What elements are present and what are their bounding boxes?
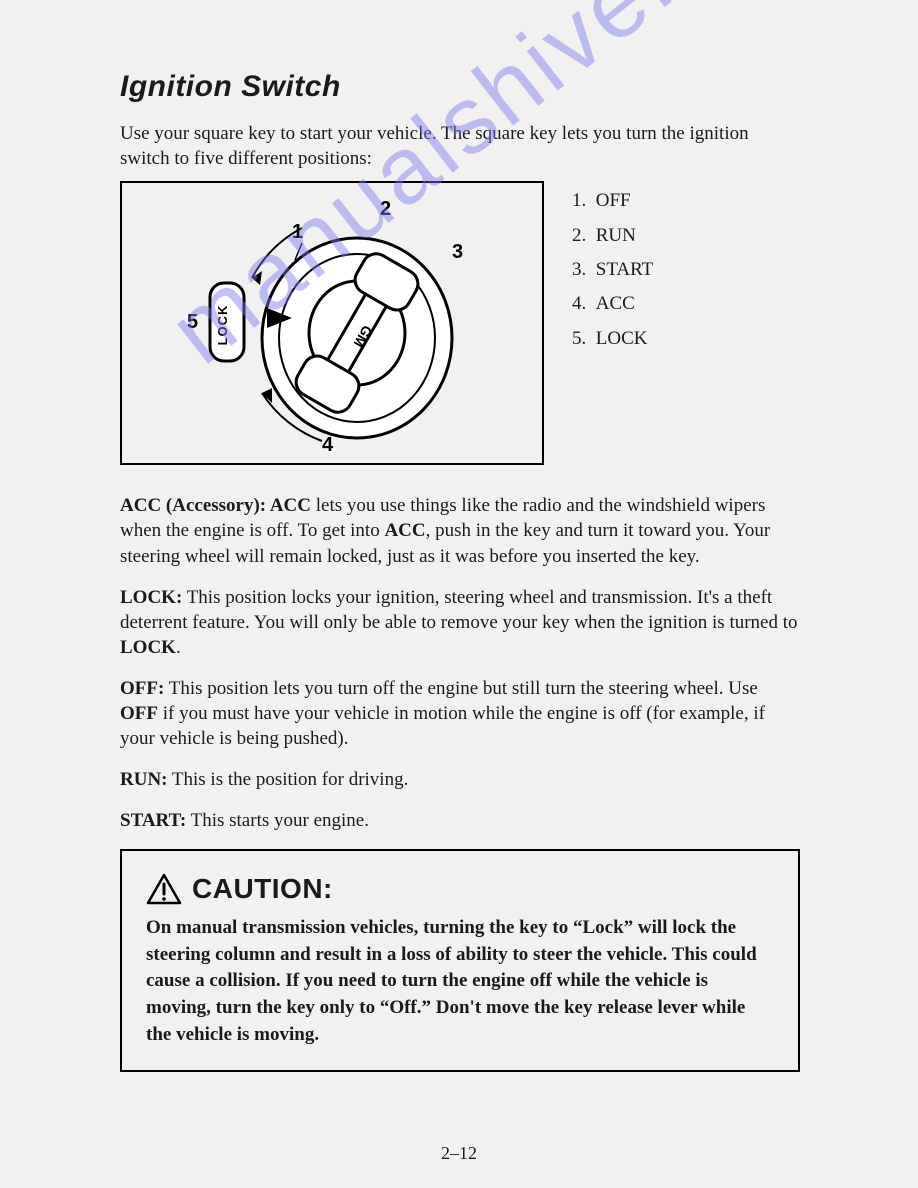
paragraph-run: RUN: This is the position for driving.: [120, 767, 800, 792]
paragraph-off: OFF: This position lets you turn off the…: [120, 676, 800, 751]
caution-box: CAUTION: On manual transmission vehicles…: [120, 849, 800, 1072]
list-item: 4. ACC: [572, 288, 653, 320]
warning-icon: [146, 873, 182, 905]
manual-page: Ignition Switch Use your square key to s…: [120, 70, 800, 1072]
acc-lead: ACC (Accessory): ACC: [120, 495, 311, 516]
figure-row: GM LOCK 1 2 3 4 5: [120, 181, 800, 465]
page-number: 2–12: [0, 1143, 918, 1164]
diagram-label-4: 4: [322, 434, 334, 456]
diagram-label-2: 2: [380, 198, 391, 220]
ignition-diagram-svg: GM LOCK 1 2 3 4 5: [122, 183, 542, 463]
diagram-label-5: 5: [187, 311, 198, 333]
caution-text: On manual transmission vehicles, turning…: [146, 915, 774, 1048]
list-item: 1. OFF: [572, 185, 653, 217]
intro-paragraph: Use your square key to start your vehicl…: [120, 122, 800, 171]
ignition-diagram: GM LOCK 1 2 3 4 5: [120, 181, 544, 465]
position-list: 1. OFF 2. RUN 3. START 4. ACC 5. LOCK: [572, 181, 653, 356]
caution-header: CAUTION:: [146, 873, 774, 905]
diagram-lock-text: LOCK: [215, 305, 230, 346]
diagram-label-1: 1: [292, 221, 303, 243]
list-item: 5. LOCK: [572, 323, 653, 355]
paragraph-lock: LOCK: This position locks your ignition,…: [120, 585, 800, 660]
paragraph-start: START: This starts your engine.: [120, 808, 800, 833]
list-item: 3. START: [572, 254, 653, 286]
paragraph-acc: ACC (Accessory): ACC lets you use things…: [120, 493, 800, 568]
caution-label: CAUTION:: [192, 873, 333, 905]
page-title: Ignition Switch: [120, 70, 800, 104]
diagram-label-3: 3: [452, 241, 463, 263]
list-item: 2. RUN: [572, 220, 653, 252]
